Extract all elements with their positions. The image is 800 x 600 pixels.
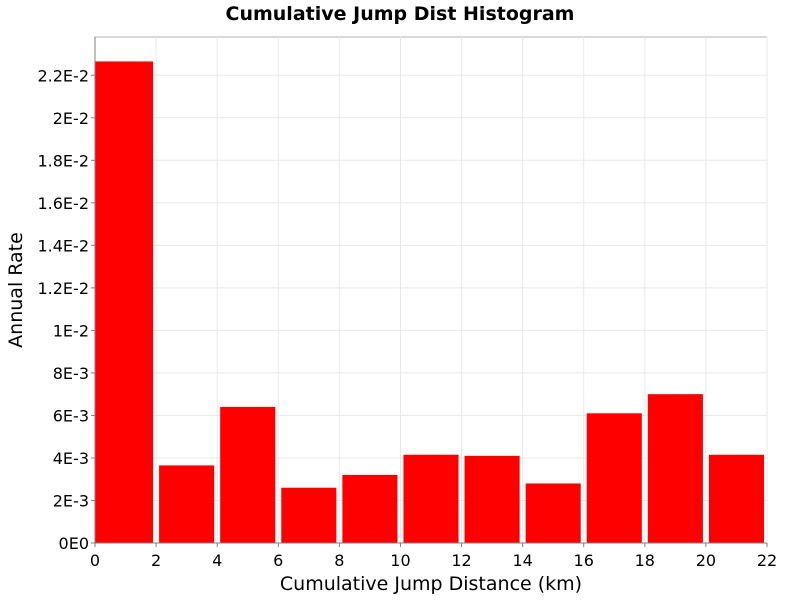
y-tick-label: 8E-3: [53, 364, 89, 383]
y-tick-label: 6E-3: [53, 406, 89, 425]
y-tick-label: 1.2E-2: [37, 279, 89, 298]
x-tick-label: 2: [151, 551, 161, 570]
x-tick-label: 8: [334, 551, 344, 570]
histogram-bar: [708, 454, 764, 543]
x-tick-label: 0: [90, 551, 100, 570]
y-tick-label: 2E-2: [53, 109, 89, 128]
histogram-bars: [95, 61, 764, 543]
x-axis-label: Cumulative Jump Distance (km): [280, 573, 582, 595]
y-tick-label: 1.4E-2: [37, 236, 89, 255]
x-tick-label: 20: [696, 551, 716, 570]
histogram-bar: [95, 61, 154, 543]
y-tick-label: 4E-3: [53, 449, 89, 468]
x-tick-label: 18: [635, 551, 655, 570]
x-tick-label: 6: [273, 551, 283, 570]
y-tick-label: 1.8E-2: [37, 151, 89, 170]
histogram-bar: [159, 465, 215, 543]
x-tick-label: 12: [451, 551, 471, 570]
x-tick-label: 14: [512, 551, 532, 570]
y-tick-label: 1.6E-2: [37, 194, 89, 213]
x-tick-label: 16: [574, 551, 594, 570]
histogram-bar: [220, 406, 276, 543]
histogram-bar: [464, 455, 520, 543]
y-axis-label: Annual Rate: [5, 232, 27, 348]
y-tick-label: 0E0: [59, 534, 89, 553]
histogram-bar: [586, 413, 642, 543]
y-tick-label: 2.2E-2: [37, 66, 89, 85]
histogram-bar: [281, 487, 337, 543]
x-tick-label: 22: [757, 551, 777, 570]
y-tick-label: 1E-2: [53, 321, 89, 340]
histogram-bar: [403, 454, 459, 543]
histogram-bar: [525, 483, 581, 543]
histogram-bar: [342, 474, 398, 543]
x-tick-label: 10: [390, 551, 410, 570]
y-tick-label: 2E-3: [53, 491, 89, 510]
histogram-bar: [647, 394, 703, 543]
x-tick-label: 4: [212, 551, 222, 570]
axes: 0 2 4 6 8 10 12 14 16 18 20 22 0E0 2E-3 4E-3 6E-3 8E-3 1E…: [37, 37, 777, 570]
chart-title: Cumulative Jump Dist Histogram: [226, 3, 575, 25]
